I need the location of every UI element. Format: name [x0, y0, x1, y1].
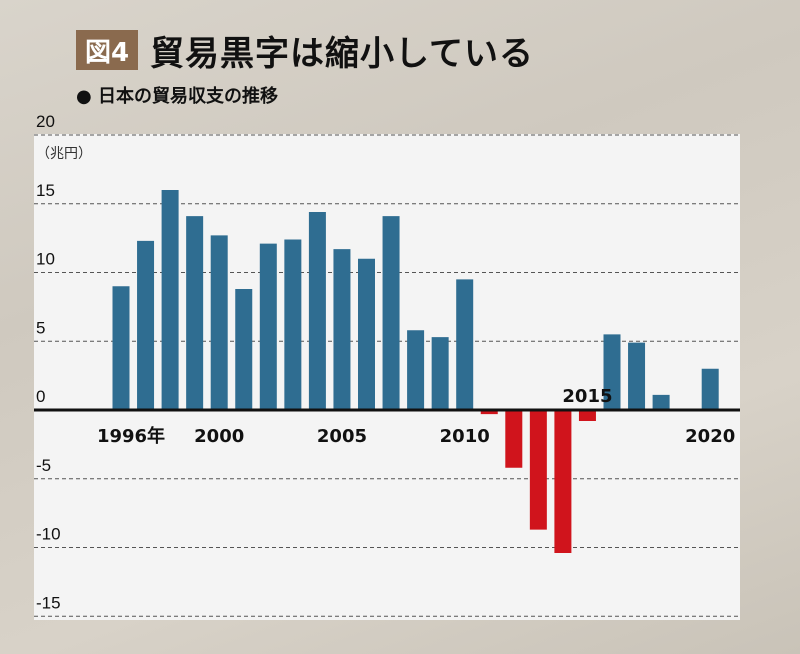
bar-2006 [358, 258, 375, 410]
x-tick-label: 2005 [317, 426, 367, 447]
bar-1997 [137, 240, 155, 410]
y-tick-label: -10 [36, 525, 61, 544]
bar-2014 [554, 410, 572, 553]
x-tick-label: 2015 [562, 386, 612, 407]
y-axis-unit-label: （兆円） [36, 146, 92, 162]
y-tick-label: 10 [36, 250, 55, 269]
bar-2018 [652, 394, 670, 410]
x-tick-labels: 1996年 2000 2005 2010 2015 2020 [97, 386, 735, 447]
bar-2017 [628, 342, 646, 410]
y-tick-labels: 20 15 10 5 0 -5 -10 -15 [36, 112, 61, 612]
bar-2020 [701, 368, 719, 410]
bar-2012 [505, 410, 523, 468]
bar-1999 [186, 216, 204, 410]
bar-2000 [210, 235, 228, 410]
bar-2002 [259, 243, 277, 410]
y-tick-label: -5 [36, 456, 51, 475]
bar-2004 [308, 212, 326, 410]
x-tick-label: 1996年 [97, 425, 165, 447]
y-tick-label: 5 [36, 318, 45, 337]
bar-2016 [603, 334, 621, 410]
x-tick-label: 2020 [685, 426, 735, 447]
x-tick-label: 2010 [440, 426, 490, 447]
bar-2001 [235, 289, 253, 410]
x-tick-label: 2000 [194, 426, 244, 447]
bar-2013 [529, 410, 547, 530]
y-tick-label: 20 [36, 112, 55, 131]
bar-1998 [161, 190, 179, 410]
bar-2015 [578, 410, 596, 421]
bar-2009 [431, 337, 449, 410]
bar-2005 [333, 249, 351, 410]
bars [112, 190, 719, 553]
chart-subtitle: ● 日本の貿易収支の推移 [76, 86, 278, 107]
bar-2007 [382, 216, 400, 410]
bar-1996 [112, 286, 130, 410]
bar-2010 [456, 279, 474, 410]
bar-2003 [284, 239, 302, 410]
chart-title: 貿易黒字は縮小している [150, 34, 534, 74]
y-tick-label: 15 [36, 181, 55, 200]
figure-badge: 図4 [76, 30, 138, 70]
y-tick-label: 0 [36, 387, 45, 406]
grid-lines [34, 134, 740, 617]
bar-2008 [407, 330, 425, 410]
y-tick-label: -15 [36, 593, 61, 612]
bar-2011 [480, 410, 498, 415]
